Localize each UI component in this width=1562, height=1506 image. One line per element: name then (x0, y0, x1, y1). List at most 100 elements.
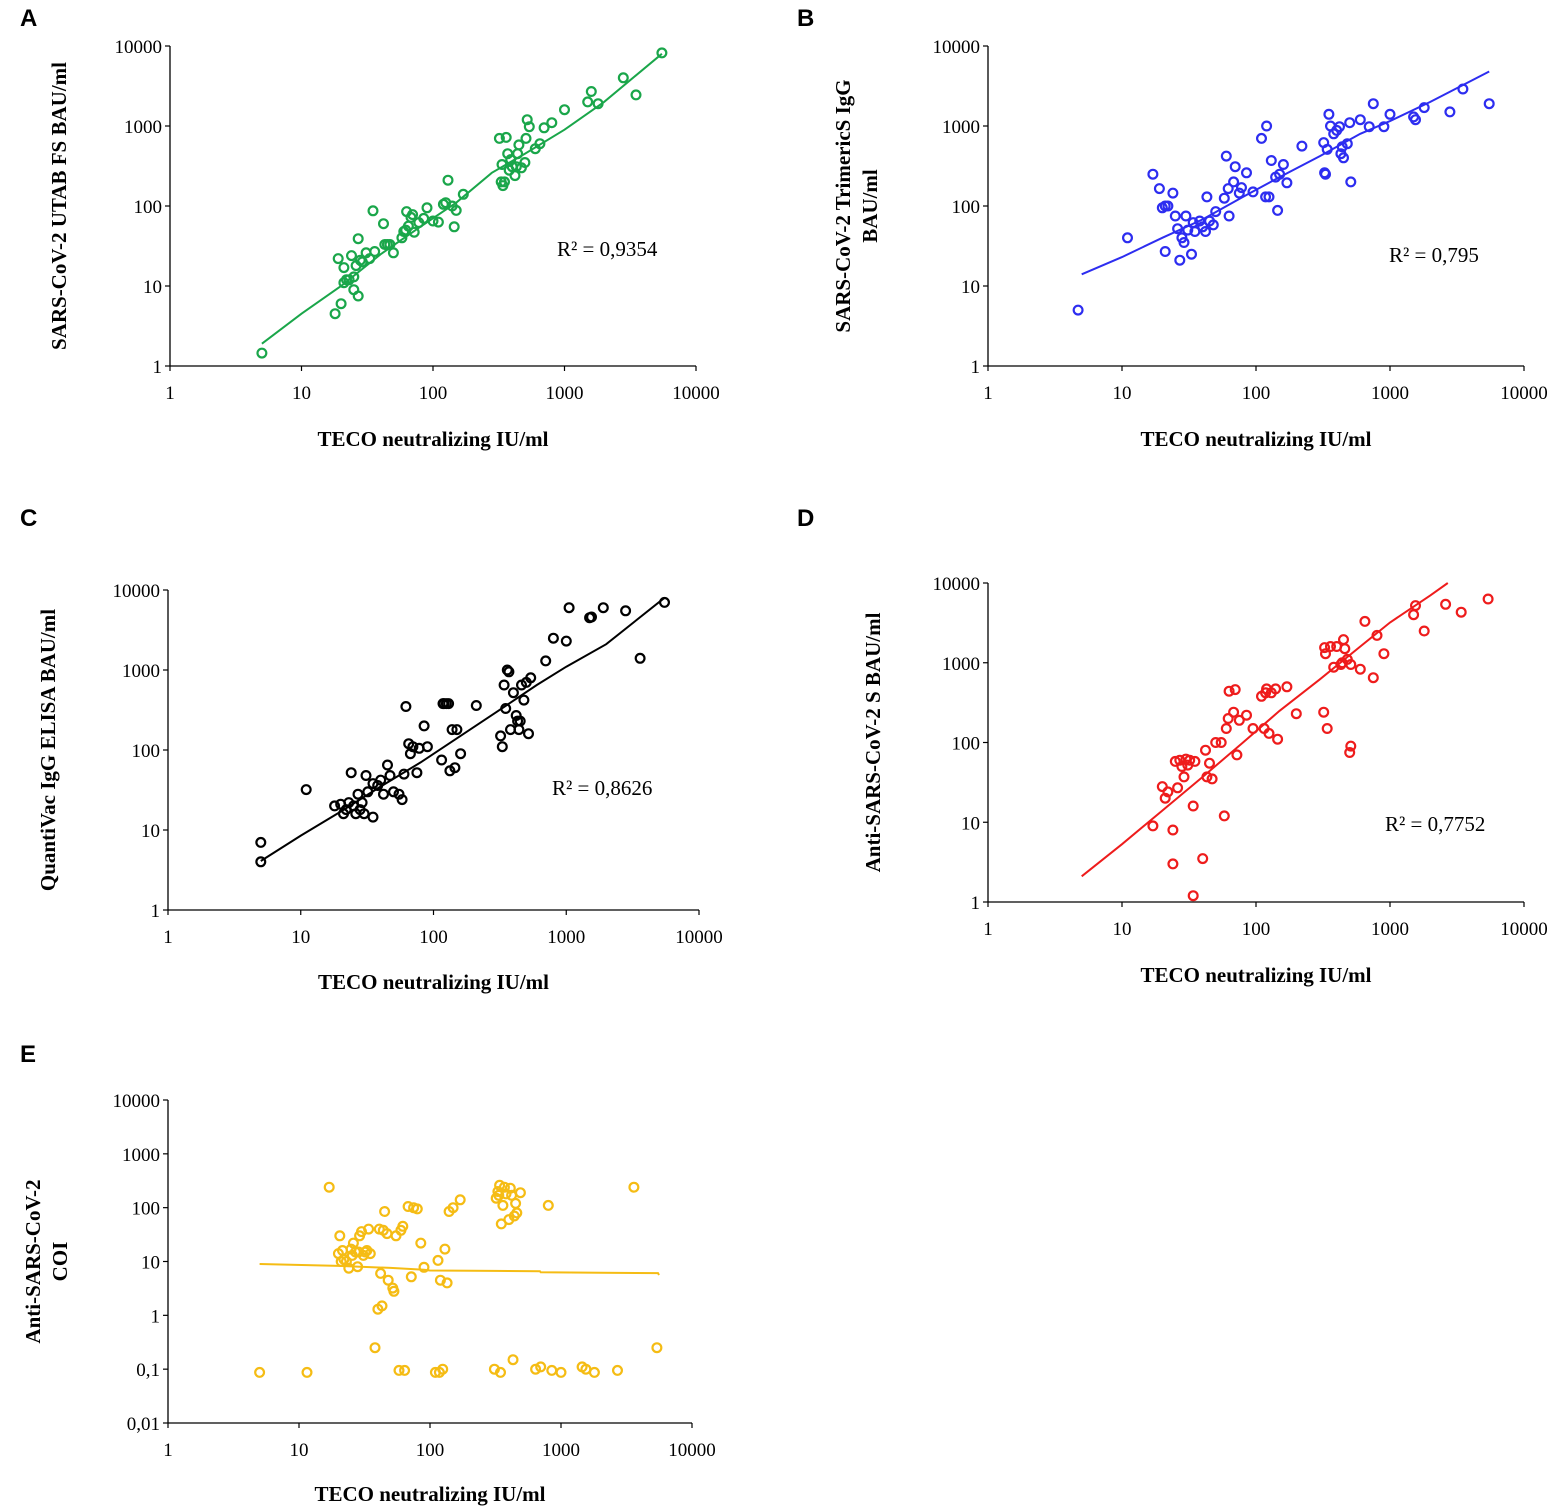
data-point (628, 1181, 640, 1193)
data-point (525, 672, 537, 684)
data-point (1378, 121, 1390, 133)
data-point (1218, 810, 1230, 822)
x-tick-label: 10000 (672, 383, 720, 404)
data-point (1203, 757, 1215, 769)
data-point (1455, 606, 1467, 618)
panel-letter: D (797, 505, 814, 532)
data-point (505, 154, 517, 166)
data-point (375, 1267, 387, 1279)
data-point (1272, 733, 1284, 745)
y-tick-label: 10 (141, 1253, 160, 1274)
data-point (1178, 771, 1190, 783)
data-point (501, 664, 513, 676)
y-axis-label-line: BAU/ml (858, 169, 882, 243)
data-point (405, 1271, 417, 1283)
data-point (446, 724, 458, 736)
data-point (369, 1342, 381, 1354)
x-tick-label: 1000 (1371, 919, 1409, 940)
data-point (1409, 600, 1421, 612)
data-point (1199, 226, 1211, 238)
data-point (490, 1192, 502, 1204)
data-point (1247, 186, 1259, 198)
data-point (538, 122, 550, 134)
data-point (352, 788, 364, 800)
data-point (1182, 224, 1194, 236)
data-point (1324, 640, 1336, 652)
data-point (338, 1253, 350, 1265)
y-tick-label: 1000 (124, 117, 162, 138)
data-point (393, 788, 405, 800)
data-point (1174, 254, 1186, 266)
data-point (1354, 663, 1366, 675)
y-tick-label: 100 (952, 734, 981, 755)
data-point (1341, 138, 1353, 150)
y-tick-label: 10000 (933, 574, 981, 595)
data-point (352, 233, 364, 245)
data-point (346, 250, 358, 262)
data-point (563, 602, 575, 614)
y-tick-label: 0,01 (127, 1414, 160, 1435)
data-point (500, 702, 512, 714)
data-point (1206, 773, 1218, 785)
data-point (1260, 191, 1272, 203)
y-tick-label: 10000 (933, 37, 981, 58)
data-point (1222, 712, 1234, 724)
r-squared-label: R² = 0,8626 (552, 776, 652, 800)
x-tick-label: 100 (416, 1440, 445, 1461)
data-point (585, 85, 597, 97)
data-point (495, 1366, 507, 1378)
data-point (542, 1199, 554, 1211)
trend-line (260, 597, 666, 862)
data-point (1339, 643, 1351, 655)
data-point (656, 47, 668, 59)
data-point (509, 170, 521, 182)
data-point (518, 694, 530, 706)
data-point (1345, 658, 1357, 670)
data-point (421, 202, 433, 214)
data-point (388, 786, 400, 798)
data-point (1201, 191, 1213, 203)
data-point (254, 1366, 266, 1378)
panel-b: B 1 10 100 1000 10000 1 10 100 1000 10000 TECO neut… (797, 5, 1548, 451)
data-point (400, 700, 412, 712)
x-tick-label: 10 (1113, 383, 1132, 404)
data-point (1178, 237, 1190, 249)
data-point (1482, 593, 1494, 605)
data-point (1240, 709, 1252, 721)
data-point (376, 1300, 388, 1312)
panel-e: E 1 10 100 1000 10000 0,01 0,1 1 10 100 1000 10000 TE… (20, 1041, 716, 1506)
data-point (407, 209, 419, 221)
data-point (454, 1194, 466, 1206)
data-point (369, 246, 381, 258)
data-point (1147, 820, 1159, 832)
x-tick-label: 1000 (1371, 383, 1409, 404)
data-point (1440, 598, 1452, 610)
data-point (1185, 248, 1197, 260)
data-point (1263, 191, 1275, 203)
data-point (398, 768, 410, 780)
data-point (582, 96, 594, 108)
data-point (372, 779, 384, 791)
data-point (547, 632, 559, 644)
data-point (1281, 681, 1293, 693)
data-point (523, 121, 535, 133)
data-point (507, 1354, 519, 1366)
data-point (375, 774, 387, 786)
data-point (1189, 755, 1201, 767)
data-point (356, 797, 368, 809)
data-point (364, 253, 376, 265)
data-point (300, 784, 312, 796)
data-point (1167, 824, 1179, 836)
data-point (585, 611, 597, 623)
data-point (1378, 648, 1390, 660)
panel-letter: A (20, 5, 37, 32)
data-point (519, 157, 531, 169)
data-point (418, 212, 430, 224)
y-tick-label: 10000 (115, 37, 163, 58)
x-tick-label: 100 (1242, 383, 1271, 404)
data-point (1201, 771, 1213, 783)
x-tick-label: 10000 (1500, 383, 1548, 404)
data-point (521, 114, 533, 126)
data-point (1187, 890, 1199, 902)
